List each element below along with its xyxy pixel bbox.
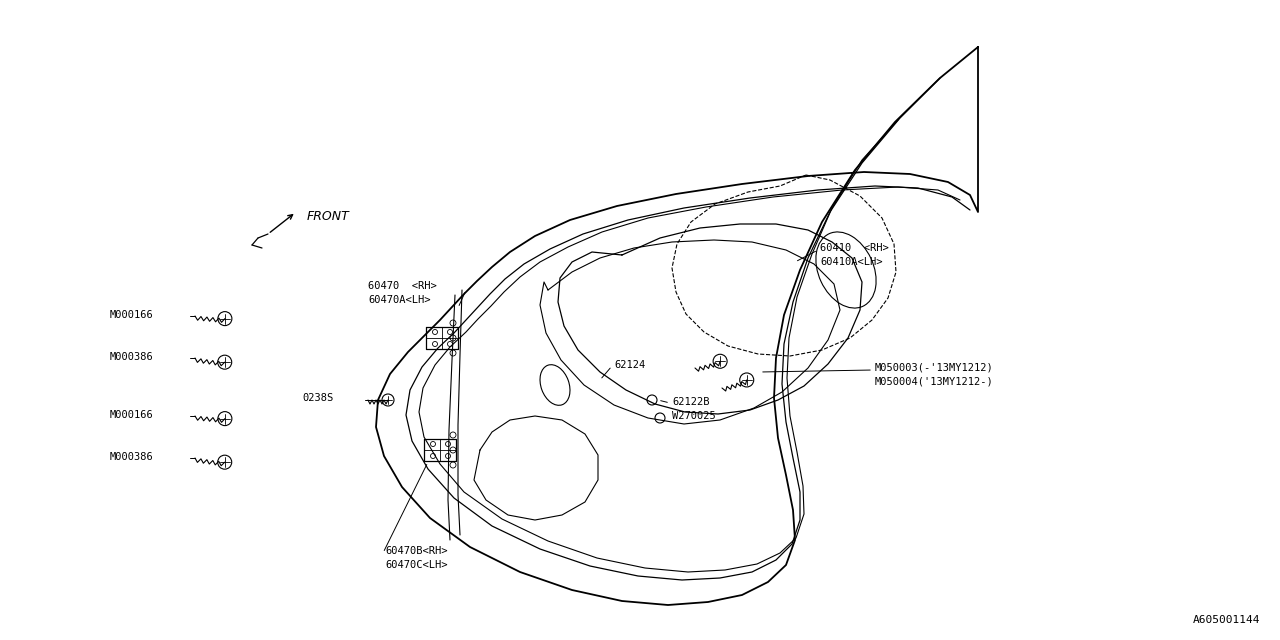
Text: A605001144: A605001144 (1193, 615, 1260, 625)
Text: 60470C<LH>: 60470C<LH> (385, 560, 448, 570)
Text: 60410  <RH>: 60410 <RH> (820, 243, 888, 253)
Text: 62124: 62124 (614, 360, 645, 370)
Text: M050003(-'13MY1212): M050003(-'13MY1212) (876, 362, 993, 372)
Text: M000166: M000166 (110, 310, 154, 320)
Text: 60470A<LH>: 60470A<LH> (369, 295, 430, 305)
Text: M000166: M000166 (110, 410, 154, 420)
Text: M000386: M000386 (110, 352, 154, 362)
Text: 60410A<LH>: 60410A<LH> (820, 257, 882, 267)
Text: FRONT: FRONT (307, 209, 349, 223)
Text: 60470  <RH>: 60470 <RH> (369, 281, 436, 291)
Text: W270025: W270025 (672, 411, 716, 421)
Text: 62122B: 62122B (672, 397, 709, 407)
Text: M000386: M000386 (110, 452, 154, 462)
Text: M050004('13MY1212-): M050004('13MY1212-) (876, 376, 993, 386)
Text: 60470B<RH>: 60470B<RH> (385, 546, 448, 556)
Text: 0238S: 0238S (302, 393, 333, 403)
